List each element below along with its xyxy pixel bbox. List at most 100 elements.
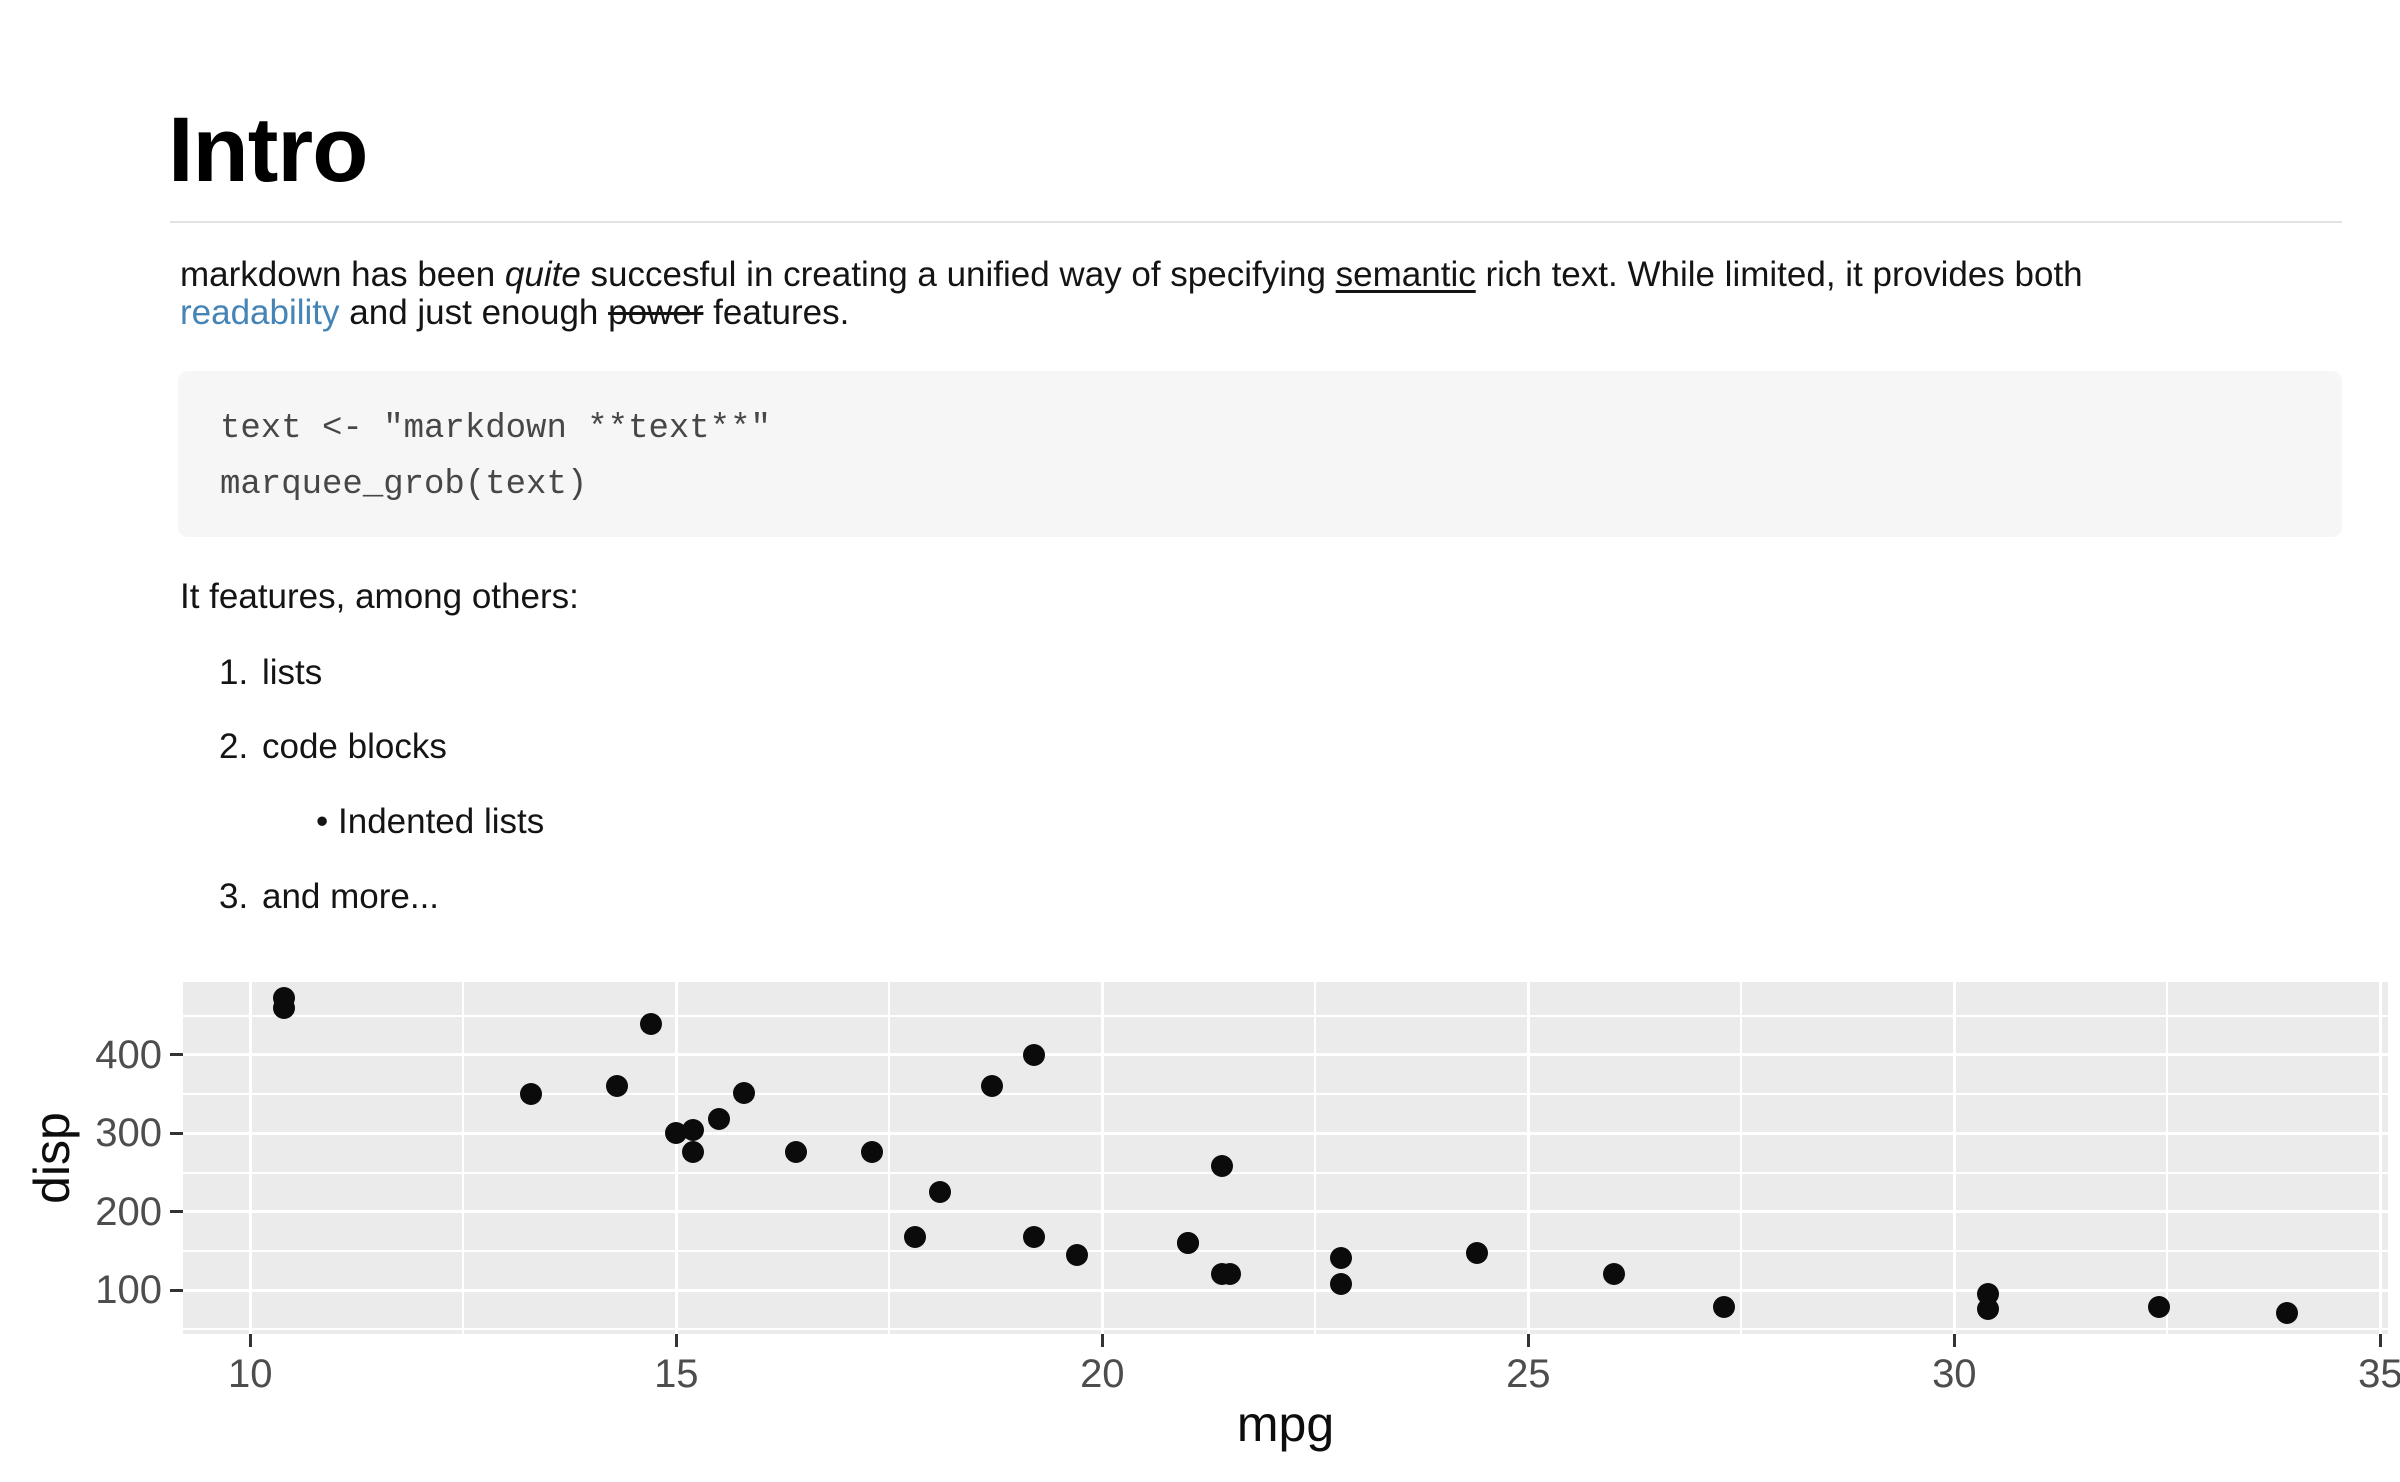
data-point: [980, 1075, 1003, 1098]
divider: [170, 221, 2342, 223]
gridline-minor: [1314, 982, 1317, 1334]
list-item-label: code blocks: [262, 727, 447, 766]
gridline-major: [674, 982, 678, 1334]
x-tick-label: 25: [1506, 1352, 1551, 1396]
list-item: 2. code blocks: [219, 728, 447, 766]
gridline-minor: [183, 1328, 2388, 1331]
text-segment: succesful in creating a unified way of s…: [580, 255, 1336, 294]
number-marker: 2.: [219, 727, 249, 766]
x-tick-mark: [248, 1334, 252, 1347]
data-point: [1210, 1262, 1233, 1285]
x-tick-label: 10: [228, 1352, 273, 1396]
data-point: [1023, 1226, 1046, 1249]
code-line: marquee_grob(text): [220, 466, 588, 504]
gridline-minor: [183, 1014, 2388, 1017]
x-tick-label: 30: [1932, 1352, 1977, 1396]
data-point: [1329, 1247, 1352, 1270]
x-tick-mark: [1100, 1334, 1104, 1347]
data-point: [1065, 1243, 1088, 1266]
code-block: text <- "markdown **text**" marquee_grob(…: [178, 371, 2342, 537]
data-point: [1713, 1295, 1736, 1318]
data-point: [639, 1012, 662, 1035]
y-tick-mark: [170, 1210, 183, 1214]
bullet-marker: •: [316, 802, 329, 841]
y-axis-title: disp: [24, 1112, 80, 1204]
x-tick-mark: [2378, 1334, 2382, 1347]
x-tick-mark: [674, 1334, 678, 1347]
data-point: [1329, 1272, 1352, 1295]
data-point: [605, 1075, 628, 1098]
gridline-major: [183, 1288, 2388, 1292]
intro-paragraph: markdown has been quite succesful in cre…: [180, 256, 2370, 332]
data-point: [1977, 1282, 2000, 1305]
data-point: [1210, 1155, 1233, 1178]
gridline-minor: [462, 982, 465, 1334]
data-point: [903, 1226, 926, 1249]
gridline-minor: [183, 1171, 2388, 1174]
text-segment: quite: [504, 255, 581, 294]
data-point: [1176, 1232, 1199, 1255]
data-point: [784, 1141, 807, 1164]
list-item-label: Indented lists: [338, 802, 545, 841]
data-point: [273, 987, 296, 1010]
x-tick-mark: [1526, 1334, 1530, 1347]
list-intro: It features, among others:: [180, 577, 579, 616]
text-segment: markdown has been: [180, 255, 505, 294]
text-segment: and just enough: [339, 293, 609, 332]
data-point: [2147, 1295, 2170, 1318]
gridline-major: [2378, 982, 2382, 1334]
y-tick-label: 100: [95, 1268, 162, 1313]
x-tick-label: 20: [1080, 1352, 1125, 1396]
gridline-minor: [183, 1093, 2388, 1096]
text-segment: rich text. While limited, it provides bo…: [1475, 255, 2083, 294]
gridline-major: [248, 982, 252, 1334]
gridline-minor: [183, 1249, 2388, 1252]
data-point: [1023, 1043, 1046, 1066]
gridline-major: [183, 1210, 2388, 1214]
gridline-major: [1100, 982, 1104, 1334]
text-segment: features.: [703, 293, 850, 332]
data-point: [1176, 1232, 1199, 1255]
y-tick-label: 200: [95, 1189, 162, 1234]
gridline-minor: [2166, 982, 2169, 1334]
data-point: [520, 1083, 543, 1106]
list-item: 3. and more...: [219, 878, 439, 916]
y-tick-mark: [170, 1288, 183, 1292]
data-point: [273, 996, 296, 1019]
data-point: [682, 1119, 705, 1142]
y-tick-mark: [170, 1131, 183, 1135]
list-item-label: and more...: [262, 877, 440, 916]
data-point: [2275, 1301, 2298, 1324]
data-point: [1602, 1263, 1625, 1286]
y-tick-mark: [170, 1053, 183, 1057]
data-point: [707, 1108, 730, 1131]
number-marker: 1.: [219, 653, 249, 692]
plot-panel: [183, 982, 2388, 1334]
gridline-minor: [1740, 982, 1743, 1334]
data-point: [682, 1141, 705, 1164]
text-segment: power: [608, 293, 704, 332]
readability-link[interactable]: readability: [180, 293, 340, 332]
x-axis-title: mpg: [1236, 1396, 1335, 1452]
data-point: [1977, 1298, 2000, 1321]
gridline-major: [1952, 982, 1956, 1334]
list-item-label: lists: [262, 653, 323, 692]
y-tick-label: 400: [95, 1032, 162, 1077]
gridline-major: [183, 1053, 2388, 1057]
data-point: [733, 1082, 756, 1105]
data-point: [665, 1121, 688, 1144]
list-item: 1. lists: [219, 654, 322, 692]
page-title: Intro: [168, 99, 368, 201]
x-tick-label: 15: [654, 1352, 699, 1396]
gridline-minor: [888, 982, 891, 1334]
data-point: [929, 1181, 952, 1204]
gridline-major: [183, 1131, 2388, 1135]
data-point: [861, 1141, 884, 1164]
gridline-major: [1526, 982, 1530, 1334]
code-line: text <- "markdown **text**": [220, 410, 771, 448]
data-point: [1219, 1263, 1242, 1286]
data-point: [1466, 1242, 1489, 1265]
y-tick-label: 300: [95, 1111, 162, 1156]
x-tick-mark: [1952, 1334, 1956, 1347]
number-marker: 3.: [219, 877, 249, 916]
